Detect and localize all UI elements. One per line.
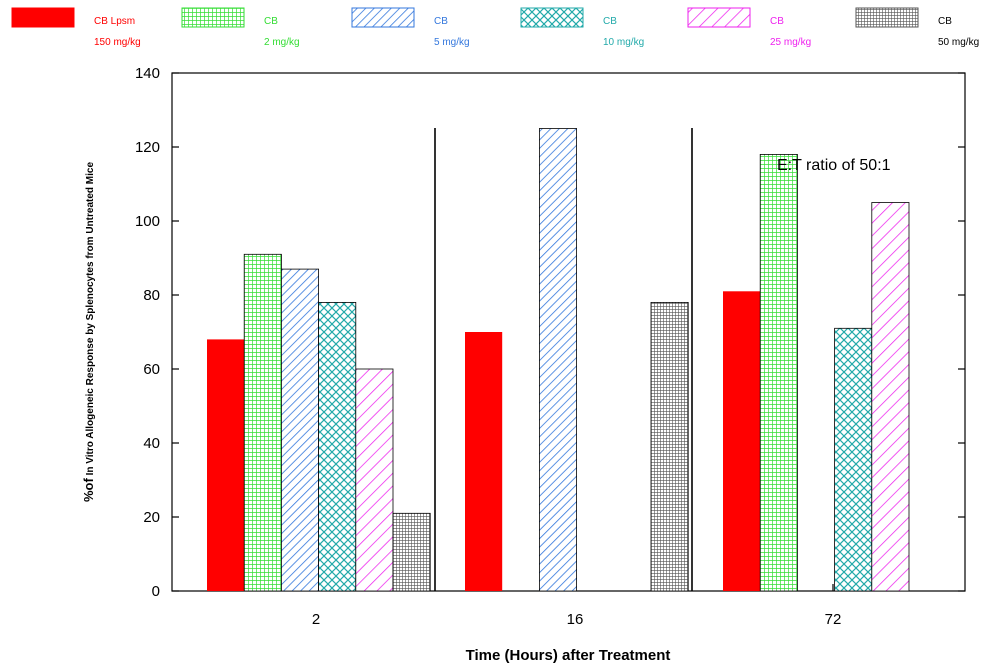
legend-label-0: CB Lpsm [94, 16, 135, 27]
bar-series-3-cat-0 [318, 301, 357, 592]
y-tick-label: 40 [143, 435, 160, 452]
y-tick-label: 140 [135, 65, 160, 82]
annotation-et-ratio: E:T ratio of 50:1 [777, 157, 891, 174]
legend-swatch-2 [351, 7, 415, 28]
bar-series-1-cat-2 [759, 153, 798, 592]
bar-series-4-cat-0 [355, 368, 394, 592]
legend-label-4: CB [770, 16, 784, 27]
legend-label-3: CB [603, 16, 617, 27]
bar-series-4-cat-2 [871, 202, 910, 592]
bar-series-2-cat-0 [280, 268, 319, 592]
y-axis-title: %of In Vitro Allogeneic Response by Sple… [81, 162, 96, 502]
legend-dose-2: 5 mg/kg [434, 37, 470, 48]
legend-dose-1: 2 mg/kg [264, 37, 300, 48]
legend-dose-4: 25 mg/kg [770, 37, 811, 48]
legend-swatch-5 [855, 7, 919, 28]
x-axis-title: Time (Hours) after Treatment [466, 647, 671, 664]
x-tick-label: 2 [312, 611, 320, 628]
y-axis-title-prefix: %of [81, 478, 96, 503]
y-tick-label: 80 [143, 287, 160, 304]
y-axis: 0 20 40 60 80 100 120 140 [135, 65, 965, 600]
legend-swatch-1 [181, 7, 245, 28]
legend-swatch-0 [11, 7, 75, 28]
bar-series-3-cat-2 [834, 327, 873, 592]
legend-label-5: CB [938, 16, 952, 27]
group-separators [434, 128, 693, 591]
legend-dose-3: 10 mg/kg [603, 37, 644, 48]
bar-series-5-cat-1 [650, 301, 689, 592]
bar-series-0-cat-2 [723, 291, 761, 591]
y-tick-label: 20 [143, 509, 160, 526]
bar-series-1-cat-0 [243, 253, 282, 592]
y-axis-title-rest: In Vitro Allogeneic Response by Splenocy… [85, 162, 96, 479]
bars [207, 128, 910, 592]
legend-label-2: CB [434, 16, 448, 27]
x-tick-label: 72 [825, 611, 842, 628]
legend-label-1: CB [264, 16, 278, 27]
legend-dose-5: 50 mg/kg [938, 37, 979, 48]
legend: CB Lpsm 150 mg/kg CB 2 mg/kg CB 5 mg/kg CB 10 m… [11, 7, 979, 48]
bar-series-0-cat-0 [207, 339, 245, 591]
y-tick-label: 120 [135, 139, 160, 156]
legend-dose-0: 150 mg/kg [94, 37, 141, 48]
x-tick-label: 16 [567, 611, 584, 628]
legend-swatch-3 [520, 7, 584, 28]
bar-series-5-cat-0 [392, 512, 431, 592]
y-tick-label: 100 [135, 213, 160, 230]
legend-swatch-4 [687, 7, 751, 28]
x-axis: 2 16 72 [312, 584, 842, 628]
plot-area: 0 20 40 60 80 100 120 140 2 16 72 [135, 65, 966, 628]
y-tick-label: 60 [143, 361, 160, 378]
bar-series-0-cat-1 [465, 332, 503, 591]
bar-series-2-cat-1 [539, 128, 578, 592]
y-tick-label: 0 [152, 583, 160, 600]
